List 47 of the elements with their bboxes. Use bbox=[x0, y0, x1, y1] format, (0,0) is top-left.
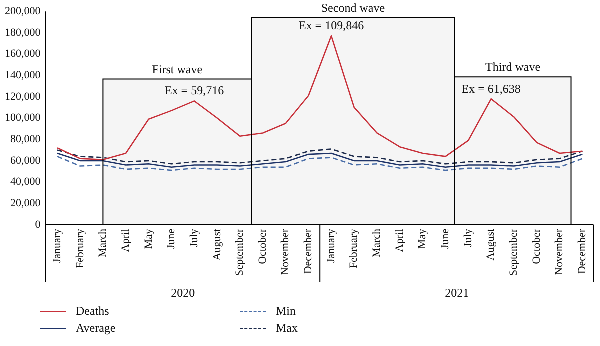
x-tick-label: February bbox=[74, 228, 86, 269]
x-tick-label: May bbox=[416, 228, 429, 250]
annotation: Ex = 109,846 bbox=[298, 18, 364, 32]
x-tick-label: July bbox=[188, 228, 200, 248]
x-tick-label: March bbox=[371, 228, 384, 258]
y-tick-label: 180,000 bbox=[5, 26, 42, 39]
x-tick-label: September bbox=[234, 228, 246, 276]
y-tick-label: 0 bbox=[35, 218, 42, 231]
x-tick-label: September bbox=[508, 228, 520, 276]
x-tick-label: October bbox=[256, 228, 269, 264]
x-tick-label: August bbox=[485, 228, 498, 261]
x-tick-label: July bbox=[462, 228, 474, 248]
y-tick-label: 100,000 bbox=[5, 112, 42, 124]
x-tick-label: March bbox=[97, 228, 110, 258]
y-tick-label: 200,000 bbox=[5, 5, 42, 18]
y-tick-label: 140,000 bbox=[5, 70, 42, 82]
legend-label: Min bbox=[276, 304, 296, 319]
x-tick-label: April bbox=[394, 228, 406, 252]
legend-label: Average bbox=[76, 321, 116, 336]
y-tick-label: 40,000 bbox=[10, 176, 42, 188]
y-tick-label: 160,000 bbox=[5, 48, 42, 60]
x-tick-label: December bbox=[576, 228, 589, 274]
band-label: First wave bbox=[152, 62, 203, 76]
x-tick-label: April bbox=[120, 228, 132, 252]
band-label: Third wave bbox=[486, 60, 541, 74]
annotation: Ex = 61,638 bbox=[462, 82, 521, 96]
y-tick-label: 60,000 bbox=[10, 154, 42, 167]
legend-label: Max bbox=[276, 321, 298, 336]
x-tick-label: June bbox=[166, 228, 178, 250]
x-tick-label: January bbox=[325, 228, 338, 264]
y-tick-label: 20,000 bbox=[10, 198, 42, 210]
x-tick-label: November bbox=[280, 228, 292, 276]
x-tick-label: October bbox=[530, 228, 543, 264]
y-tick-label: 120,000 bbox=[5, 90, 42, 103]
legend-label: Deaths bbox=[76, 304, 110, 319]
x-tick-label: January bbox=[51, 228, 64, 264]
x-tick-label: May bbox=[142, 228, 155, 250]
x-tick-label: August bbox=[211, 228, 224, 261]
y-tick-label: 80,000 bbox=[10, 134, 42, 146]
x-tick-label: December bbox=[302, 228, 315, 274]
text: 2021 bbox=[445, 286, 470, 300]
annotation: Ex = 59,716 bbox=[164, 83, 224, 98]
x-tick-label: November bbox=[554, 228, 566, 276]
x-tick-label: February bbox=[348, 228, 360, 269]
text: 2020 bbox=[171, 286, 196, 300]
x-tick-label: June bbox=[440, 228, 452, 250]
band-label: Second wave bbox=[321, 0, 386, 15]
